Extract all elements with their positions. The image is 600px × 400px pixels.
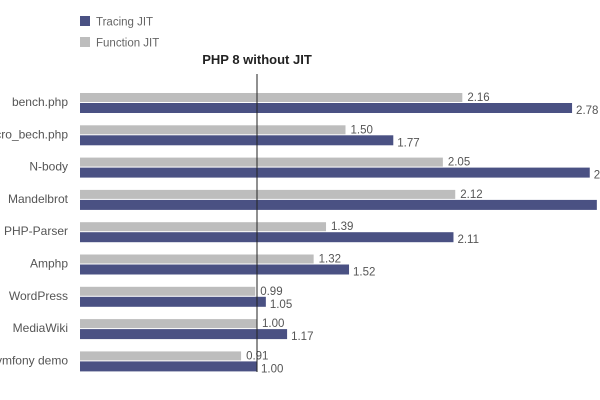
category-label: Mandelbrot bbox=[8, 192, 69, 206]
function-jit-value: 2.05 bbox=[448, 157, 470, 169]
category-label: PHP-Parser bbox=[4, 224, 68, 238]
function-jit-bar bbox=[80, 93, 463, 102]
tracing-jit-value: 1.77 bbox=[397, 137, 419, 149]
function-jit-value: 2.12 bbox=[460, 189, 482, 201]
tracing-jit-value: 2.11 bbox=[457, 234, 479, 246]
tracing-jit-bar bbox=[80, 264, 350, 275]
legend-swatch bbox=[80, 37, 90, 47]
tracing-jit-value: 1.00 bbox=[261, 363, 283, 375]
category-label: WordPress bbox=[9, 289, 68, 303]
tracing-jit-bar bbox=[80, 361, 257, 372]
legend-label: Tracing JIT bbox=[96, 17, 153, 29]
category-label: Amphp bbox=[30, 257, 68, 271]
category-label: bench.php bbox=[12, 95, 68, 109]
tracing-jit-bar bbox=[80, 199, 597, 210]
tracing-jit-bar bbox=[80, 296, 266, 307]
function-jit-bar bbox=[80, 286, 256, 296]
tracing-jit-bar bbox=[80, 232, 454, 243]
function-jit-bar bbox=[80, 351, 242, 361]
category-label: Symfony demo bbox=[0, 353, 68, 367]
tracing-jit-bar bbox=[80, 135, 394, 146]
function-jit-value: 1.00 bbox=[262, 318, 284, 330]
function-jit-value: 0.99 bbox=[260, 286, 282, 298]
tracing-jit-value: 2.78 bbox=[576, 105, 598, 117]
tracing-jit-value: 1.17 bbox=[291, 331, 313, 343]
legend-label: Function JIT bbox=[96, 38, 159, 50]
tracing-jit-value: 1.52 bbox=[353, 267, 375, 279]
function-jit-value: 2.16 bbox=[467, 92, 489, 104]
category-label: micro_bech.php bbox=[0, 127, 68, 141]
tracing-jit-value: 2.88 bbox=[594, 170, 600, 182]
function-jit-bar bbox=[80, 254, 314, 264]
reference-line-label: PHP 8 without JIT bbox=[202, 52, 312, 67]
tracing-jit-bar bbox=[80, 329, 288, 340]
legend-swatch bbox=[80, 16, 90, 26]
category-label: MediaWiki bbox=[13, 321, 68, 335]
function-jit-value: 1.39 bbox=[331, 221, 353, 233]
function-jit-bar bbox=[80, 189, 456, 199]
tracing-jit-bar bbox=[80, 103, 573, 113]
function-jit-bar bbox=[80, 125, 346, 135]
function-jit-value: 1.50 bbox=[351, 124, 373, 136]
function-jit-bar bbox=[80, 319, 257, 329]
category-label: N-body bbox=[29, 160, 68, 174]
tracing-jit-value: 1.05 bbox=[270, 299, 292, 311]
function-jit-value: 1.32 bbox=[319, 254, 341, 266]
function-jit-bar bbox=[80, 157, 443, 167]
tracing-jit-bar bbox=[80, 167, 590, 178]
function-jit-bar bbox=[80, 222, 327, 232]
